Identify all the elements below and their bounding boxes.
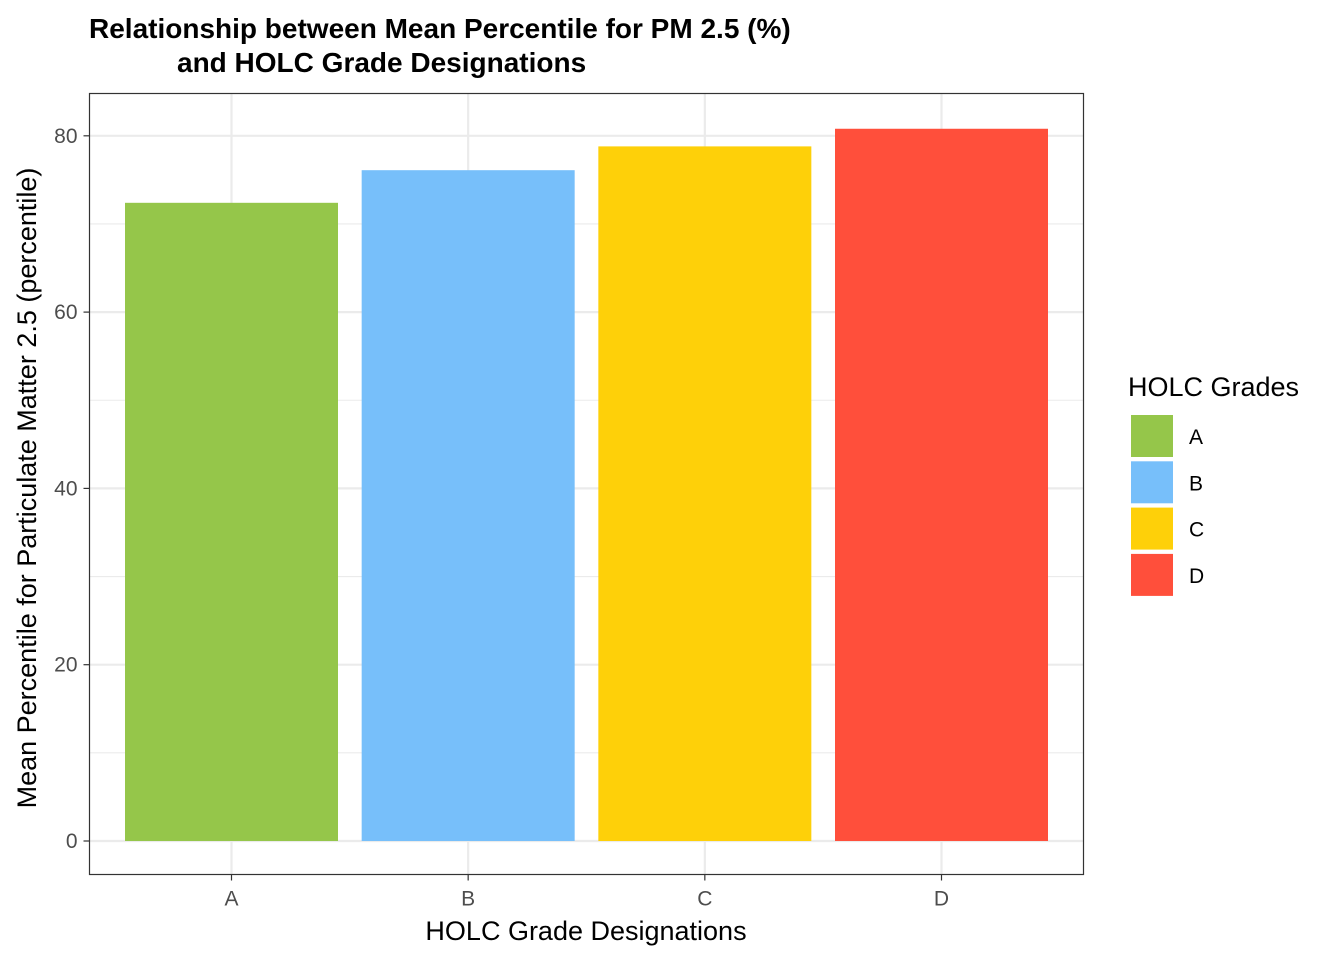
x-tick-label: D xyxy=(934,888,949,911)
bar-a xyxy=(125,202,338,842)
legend-title: HOLC Grades xyxy=(1128,372,1299,402)
plot-panel-border xyxy=(88,92,1085,876)
y-tick-label: 60 xyxy=(54,301,77,324)
y-tick-label: 20 xyxy=(54,654,77,677)
bar-b xyxy=(361,170,575,842)
x-tick-label: A xyxy=(224,888,238,911)
y-axis: 0 20 40 60 80 xyxy=(54,125,90,853)
bar-d xyxy=(835,128,1048,842)
legend-key-b xyxy=(1131,461,1173,504)
chart-title-line2: and HOLC Grade Designations xyxy=(177,47,586,78)
y-tick-label: 80 xyxy=(54,125,77,148)
x-axis-title: HOLC Grade Designations xyxy=(425,916,746,946)
x-axis: A B C D xyxy=(224,874,949,911)
legend-label-c: C xyxy=(1189,519,1204,542)
x-tick-label: B xyxy=(461,888,475,911)
legend-key-c xyxy=(1131,507,1173,550)
y-tick-label: 40 xyxy=(54,477,77,500)
legend-label-a: A xyxy=(1189,426,1203,449)
y-tick-label: 0 xyxy=(66,830,78,853)
bar-c xyxy=(598,146,812,842)
legend-key-d xyxy=(1131,553,1173,596)
x-tick-label: C xyxy=(697,888,712,911)
legend-label-d: D xyxy=(1189,565,1204,588)
bars xyxy=(125,128,1048,842)
legend-label-b: B xyxy=(1189,472,1203,495)
y-axis-title: Mean Percentile for Particulate Matter 2… xyxy=(12,168,42,809)
chart-title: Relationship between Mean Percentile for… xyxy=(89,13,791,44)
legend: HOLC Grades AB CD xyxy=(1128,372,1299,596)
legend-key-a xyxy=(1131,415,1173,457)
